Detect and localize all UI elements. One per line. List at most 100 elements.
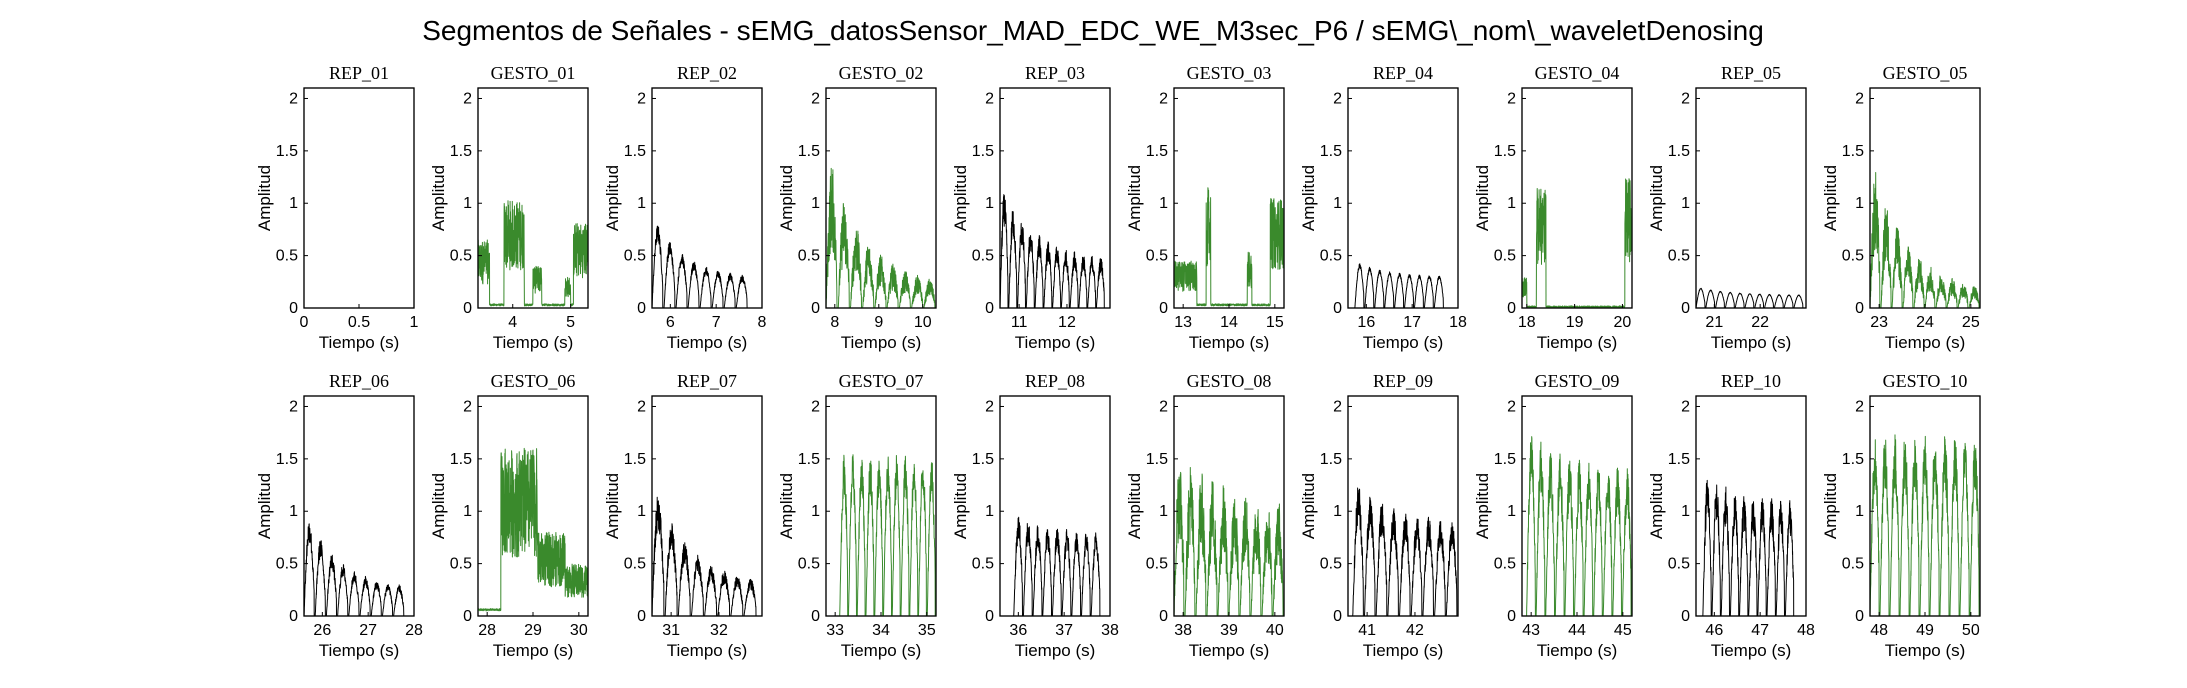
subplot-title: GESTO_06 (491, 371, 576, 391)
y-axis-label: Amplitud (1647, 473, 1666, 539)
axes-border (651, 395, 763, 617)
y-tick-label: 2 (1855, 90, 1864, 107)
y-axis-label: Amplitud (255, 165, 274, 231)
y-tick-label: 0.5 (1668, 248, 1690, 265)
x-tick-label: 15 (1266, 314, 1284, 331)
x-tick-label: 35 (918, 622, 936, 639)
subplot-title: GESTO_04 (1535, 63, 1620, 83)
y-tick-label: 1.5 (798, 451, 820, 468)
subplot-rep-03: REP_03 0 0.5 1 1.5 2 11 12 Tiempo (s) Amplitud (951, 63, 1111, 352)
x-axis-label: Tiempo (s) (667, 333, 748, 352)
x-tick-label: 36 (1009, 622, 1027, 639)
y-tick-label: 2 (985, 398, 994, 415)
x-axis-label: Tiempo (s) (841, 641, 922, 660)
subplot-gesto-03: GESTO_03 0 0.5 1 1.5 2 13 14 15 Tiempo (s) Amplitu… (1125, 63, 1285, 352)
subplot-title: REP_05 (1721, 63, 1781, 83)
subplot-title: GESTO_05 (1883, 63, 1968, 83)
subplot-title: REP_10 (1721, 371, 1781, 391)
axes-border (999, 87, 1111, 309)
y-tick-label: 2 (637, 90, 646, 107)
y-tick-label: 0.5 (798, 556, 820, 573)
y-tick-label: 1 (1507, 503, 1516, 520)
signal-line (825, 167, 937, 309)
figure-title: Segmentos de Señales - sEMG_datosSensor_… (422, 15, 1764, 46)
y-tick-label: 2 (1159, 90, 1168, 107)
y-tick-label: 0.5 (1320, 556, 1342, 573)
y-axis-label: Amplitud (951, 473, 970, 539)
y-tick-label: 1.5 (1146, 451, 1168, 468)
y-tick-label: 0 (1507, 608, 1516, 625)
y-axis-label: Amplitud (777, 165, 796, 231)
y-tick-label: 0.5 (1668, 556, 1690, 573)
x-tick-label: 40 (1266, 622, 1284, 639)
y-tick-label: 1 (811, 195, 820, 212)
subplot-rep-06: REP_06 0 0.5 1 1.5 2 26 27 28 Tiempo (s) Amplitud (255, 371, 423, 660)
x-tick-label: 42 (1406, 622, 1424, 639)
axes-border (1347, 395, 1459, 617)
y-axis-label: Amplitud (429, 165, 448, 231)
x-tick-label: 45 (1614, 622, 1632, 639)
y-tick-label: 1.5 (1320, 451, 1342, 468)
signal-line (477, 200, 589, 307)
x-tick-label: 6 (666, 314, 675, 331)
y-tick-label: 2 (811, 90, 820, 107)
y-tick-label: 1.5 (1494, 451, 1516, 468)
y-tick-label: 0 (1681, 300, 1690, 317)
signal-line (1869, 434, 1981, 617)
x-axis-label: Tiempo (s) (1885, 333, 1966, 352)
x-tick-label: 12 (1058, 314, 1076, 331)
y-tick-label: 0.5 (1494, 556, 1516, 573)
subplot-title: REP_02 (677, 63, 737, 83)
subplot-title: GESTO_09 (1535, 371, 1620, 391)
y-tick-label: 2 (289, 398, 298, 415)
y-axis-label: Amplitud (603, 165, 622, 231)
subplot-title: GESTO_03 (1187, 63, 1272, 83)
x-axis-label: Tiempo (s) (1189, 641, 1270, 660)
signal-line (477, 447, 589, 612)
x-tick-label: 21 (1705, 314, 1723, 331)
x-tick-label: 38 (1101, 622, 1119, 639)
y-tick-label: 2 (463, 398, 472, 415)
x-tick-label: 31 (662, 622, 680, 639)
axes-frame (999, 395, 1111, 617)
signal-line (1347, 487, 1459, 617)
x-axis-label: Tiempo (s) (1015, 641, 1096, 660)
y-tick-label: 0 (985, 608, 994, 625)
y-tick-label: 1 (1507, 195, 1516, 212)
subplot-gesto-02: GESTO_02 0 0.5 1 1.5 2 8 9 10 Tiempo (s) Amplitud (777, 63, 937, 352)
x-tick-label: 41 (1358, 622, 1376, 639)
y-tick-label: 0 (289, 300, 298, 317)
x-tick-label: 43 (1522, 622, 1540, 639)
signal-line (1347, 263, 1459, 309)
x-tick-label: 11 (1011, 314, 1028, 331)
y-tick-label: 1 (985, 195, 994, 212)
subplot-title: REP_07 (677, 371, 737, 391)
x-axis-label: Tiempo (s) (1537, 333, 1618, 352)
y-tick-label: 1 (463, 195, 472, 212)
subplot-gesto-07: GESTO_07 0 0.5 1 1.5 2 33 34 35 Tiempo (s) Amplitu… (777, 371, 937, 660)
signal-line (999, 516, 1111, 617)
y-tick-label: 0.5 (1146, 248, 1168, 265)
subplot-title: GESTO_02 (839, 63, 924, 83)
y-tick-label: 0 (1333, 300, 1342, 317)
x-tick-label: 0 (300, 314, 309, 331)
subplot-title: GESTO_10 (1883, 371, 1968, 391)
y-tick-label: 0 (637, 300, 646, 317)
y-tick-label: 1.5 (972, 143, 994, 160)
y-tick-label: 2 (1681, 398, 1690, 415)
subplot-title: REP_09 (1373, 371, 1433, 391)
y-tick-label: 0.5 (624, 248, 646, 265)
x-axis-label: Tiempo (s) (1015, 333, 1096, 352)
y-axis-label: Amplitud (1647, 165, 1666, 231)
subplot-gesto-01: GESTO_01 0 0.5 1 1.5 2 4 5 Tiempo (s) Amplitud (429, 63, 589, 352)
y-tick-label: 1 (637, 195, 646, 212)
subplot-title: GESTO_08 (1187, 371, 1272, 391)
y-tick-label: 2 (1333, 90, 1342, 107)
y-tick-label: 1.5 (1320, 143, 1342, 160)
x-tick-label: 23 (1870, 314, 1888, 331)
x-tick-label: 26 (313, 622, 331, 639)
y-tick-label: 1 (289, 195, 298, 212)
y-tick-label: 2 (1507, 398, 1516, 415)
y-tick-label: 1.5 (624, 451, 646, 468)
subplot-rep-10: REP_10 0 0.5 1 1.5 2 46 47 48 Tiempo (s) Amplitud (1647, 371, 1815, 660)
